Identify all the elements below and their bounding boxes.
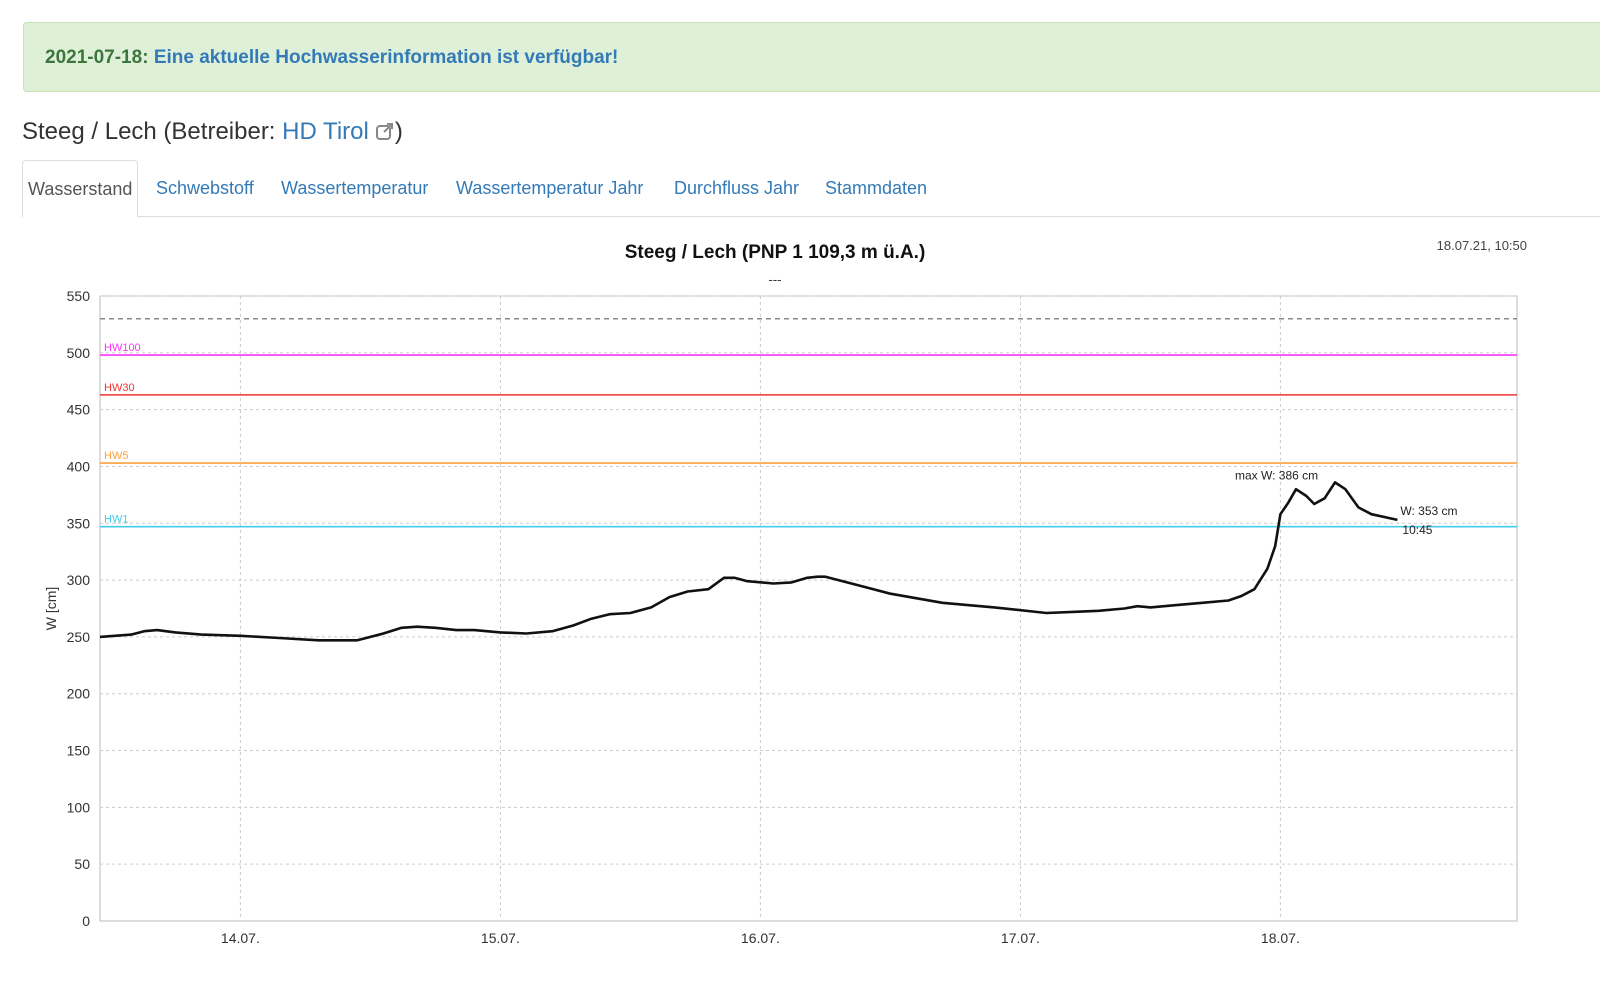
- tab-wassertemperatur-jahr[interactable]: Wassertemperatur Jahr: [456, 178, 644, 198]
- current-value-annotation: W: 353 cm: [1400, 504, 1457, 518]
- station-title-suffix: ): [394, 118, 403, 145]
- tab-durchfluss-jahr[interactable]: Durchfluss Jahr: [674, 178, 800, 198]
- chart-timestamp: 18.07.21, 10:50: [1437, 238, 1527, 253]
- max-value-annotation: max W: 386 cm: [1235, 468, 1318, 482]
- y-tick-label: 550: [67, 288, 91, 304]
- water-level-chart: Steeg / Lech (PNP 1 109,3 m ü.A.) --- 18…: [43, 238, 1527, 946]
- y-tick-label: 500: [67, 345, 91, 361]
- y-tick-label: 200: [67, 686, 91, 702]
- threshold-label-hw100: HW100: [104, 342, 141, 354]
- plot-frame: [99, 295, 1518, 922]
- y-tick-label: 400: [67, 458, 91, 474]
- y-tick-label: 100: [67, 799, 91, 815]
- page-title: Steeg / Lech (Betreiber: HD Tirol ): [22, 118, 403, 146]
- operator-link[interactable]: HD Tirol: [282, 118, 395, 145]
- x-tick-label: 17.07.: [1001, 930, 1040, 946]
- threshold-label-hw1: HW1: [104, 514, 128, 526]
- y-tick-label: 0: [82, 913, 90, 929]
- station-title-prefix: Steeg / Lech (Betreiber:: [22, 118, 283, 145]
- plot-area: 0 50 100 150 200 250 300 350 400 450 500 550 14.07. 1…: [43, 288, 1518, 946]
- chart-subtitle: ---: [769, 272, 782, 287]
- external-link-icon: [375, 123, 393, 140]
- x-tick-label: 16.07.: [741, 930, 780, 946]
- series-line-water-level: [99, 481, 1398, 642]
- operator-link-label: HD Tirol: [282, 118, 369, 145]
- tab-schwebstoff[interactable]: Schwebstoff: [156, 178, 254, 198]
- tab-wasserstand[interactable]: Wasserstand: [22, 160, 139, 218]
- y-tick-label: 350: [67, 515, 91, 531]
- y-tick-label: 50: [74, 856, 90, 872]
- y-axis-label: W [cm]: [43, 587, 59, 631]
- tab-stammdaten[interactable]: Stammdaten: [825, 178, 928, 198]
- y-tick-label: 150: [67, 743, 91, 759]
- threshold-label-hw30: HW30: [104, 382, 135, 394]
- x-tick-label: 15.07.: [481, 930, 520, 946]
- tab-bar: Wasserstand Schwebstoff Wassertemperatur…: [22, 160, 1600, 218]
- flood-info-alert: 2021-07-18: Eine aktuelle Hochwasserinfo…: [23, 22, 1600, 92]
- threshold-label-hw5: HW5: [104, 450, 128, 462]
- x-tick-label: 18.07.: [1261, 930, 1300, 946]
- alert-text: 2021-07-18: Eine aktuelle Hochwasserinfo…: [45, 47, 618, 69]
- y-tick-label: 300: [67, 572, 91, 588]
- alert-date: 2021-07-18:: [45, 47, 149, 68]
- current-time-annotation: 10:45: [1402, 523, 1432, 537]
- flood-info-link[interactable]: Eine aktuelle Hochwasserinformation ist …: [153, 47, 619, 68]
- chart-title: Steeg / Lech (PNP 1 109,3 m ü.A.): [625, 242, 926, 263]
- tab-wassertemperatur[interactable]: Wassertemperatur: [281, 178, 429, 198]
- y-tick-label: 250: [67, 629, 91, 645]
- y-tick-label: 450: [67, 402, 91, 418]
- x-tick-label: 14.07.: [221, 930, 260, 946]
